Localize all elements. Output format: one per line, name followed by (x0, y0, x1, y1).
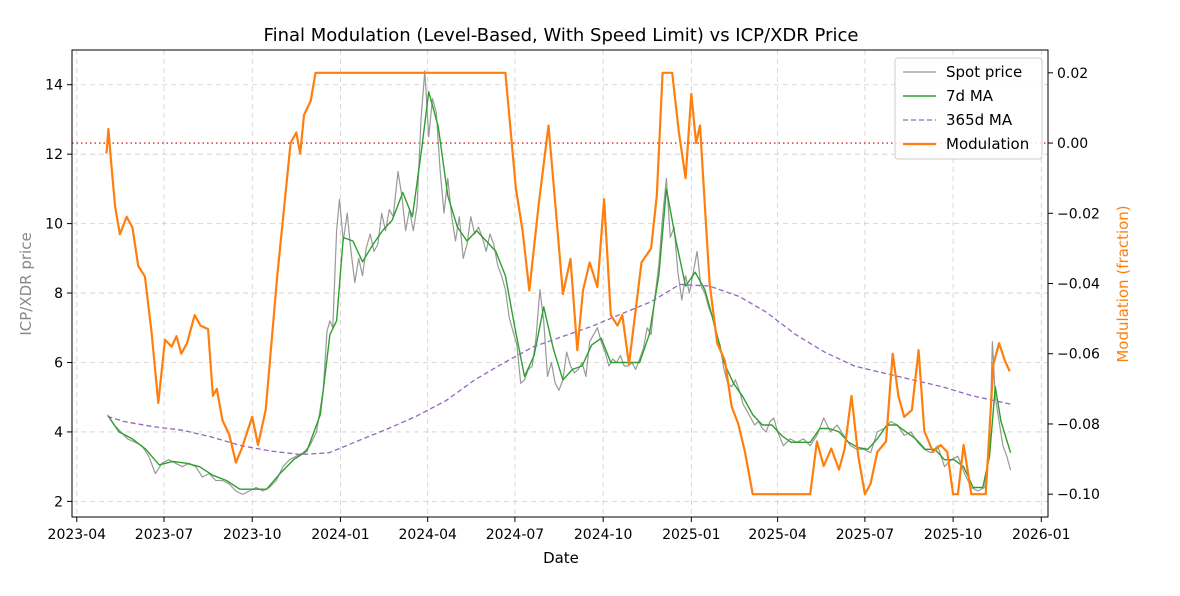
series-layer (105, 70, 1012, 496)
left-y-tick-label: 10 (45, 217, 63, 233)
x-tick-label: 2024-01 (311, 527, 370, 543)
legend-label: Spot price (946, 63, 1022, 81)
legend-label: Modulation (946, 135, 1029, 153)
right-y-tick-label: −0.08 (1057, 417, 1100, 433)
x-tick-label: 2024-04 (398, 527, 457, 543)
x-axis-ticks: 2023-04 2023-07 2023-10 2024-01 2024-04 2024-… (48, 517, 1071, 543)
x-tick-label: 2023-07 (135, 527, 194, 543)
left-y-tick-label: 6 (54, 355, 63, 371)
right-y-tick-label: −0.02 (1057, 206, 1100, 222)
x-tick-label: 2026-01 (1012, 527, 1071, 543)
legend-label: 365d MA (946, 111, 1013, 129)
x-tick-label: 2025-04 (748, 527, 807, 543)
x-tick-label: 2025-07 (836, 527, 895, 543)
right-y-axis-ticks: 0.02 0.00 −0.02 −0.04 −0.06 −0.08 −0.10 (1048, 66, 1100, 503)
right-y-tick-label: 0.02 (1057, 66, 1088, 82)
left-y-axis-label: ICP/XDR price (17, 232, 35, 335)
series-line-7d-ma (107, 91, 1012, 490)
series-line-365d-ma (107, 283, 1011, 456)
x-axis-label: Date (543, 549, 579, 567)
left-y-tick-label: 2 (54, 494, 63, 510)
legend-label: 7d MA (946, 87, 994, 105)
right-y-tick-label: −0.10 (1057, 487, 1100, 503)
grid (72, 50, 1048, 517)
legend: Spot price 7d MA 365d MA Modulation (894, 57, 1043, 160)
chart-title: Final Modulation (Level-Based, With Spee… (264, 25, 859, 46)
right-y-axis-label: Modulation (fraction) (1114, 205, 1132, 362)
series-line-modulation (105, 71, 1011, 496)
right-y-tick-label: −0.06 (1057, 347, 1100, 363)
right-y-tick-label: 0.00 (1057, 136, 1088, 152)
legend-box (894, 57, 1043, 160)
left-y-axis-ticks: 2 4 6 8 10 12 14 (45, 78, 72, 510)
x-tick-label: 2024-07 (486, 527, 545, 543)
right-y-tick-label: −0.04 (1057, 277, 1100, 293)
series-line-spot-price (106, 70, 1012, 495)
x-tick-label: 2024-10 (574, 527, 633, 543)
x-tick-label: 2025-10 (924, 527, 983, 543)
left-y-tick-label: 14 (45, 78, 63, 94)
x-tick-label: 2023-10 (223, 527, 282, 543)
left-y-tick-label: 12 (45, 147, 63, 163)
x-tick-label: 2025-01 (662, 527, 721, 543)
x-tick-label: 2023-04 (48, 527, 107, 543)
left-y-tick-label: 8 (54, 286, 63, 302)
left-y-tick-label: 4 (54, 425, 63, 441)
